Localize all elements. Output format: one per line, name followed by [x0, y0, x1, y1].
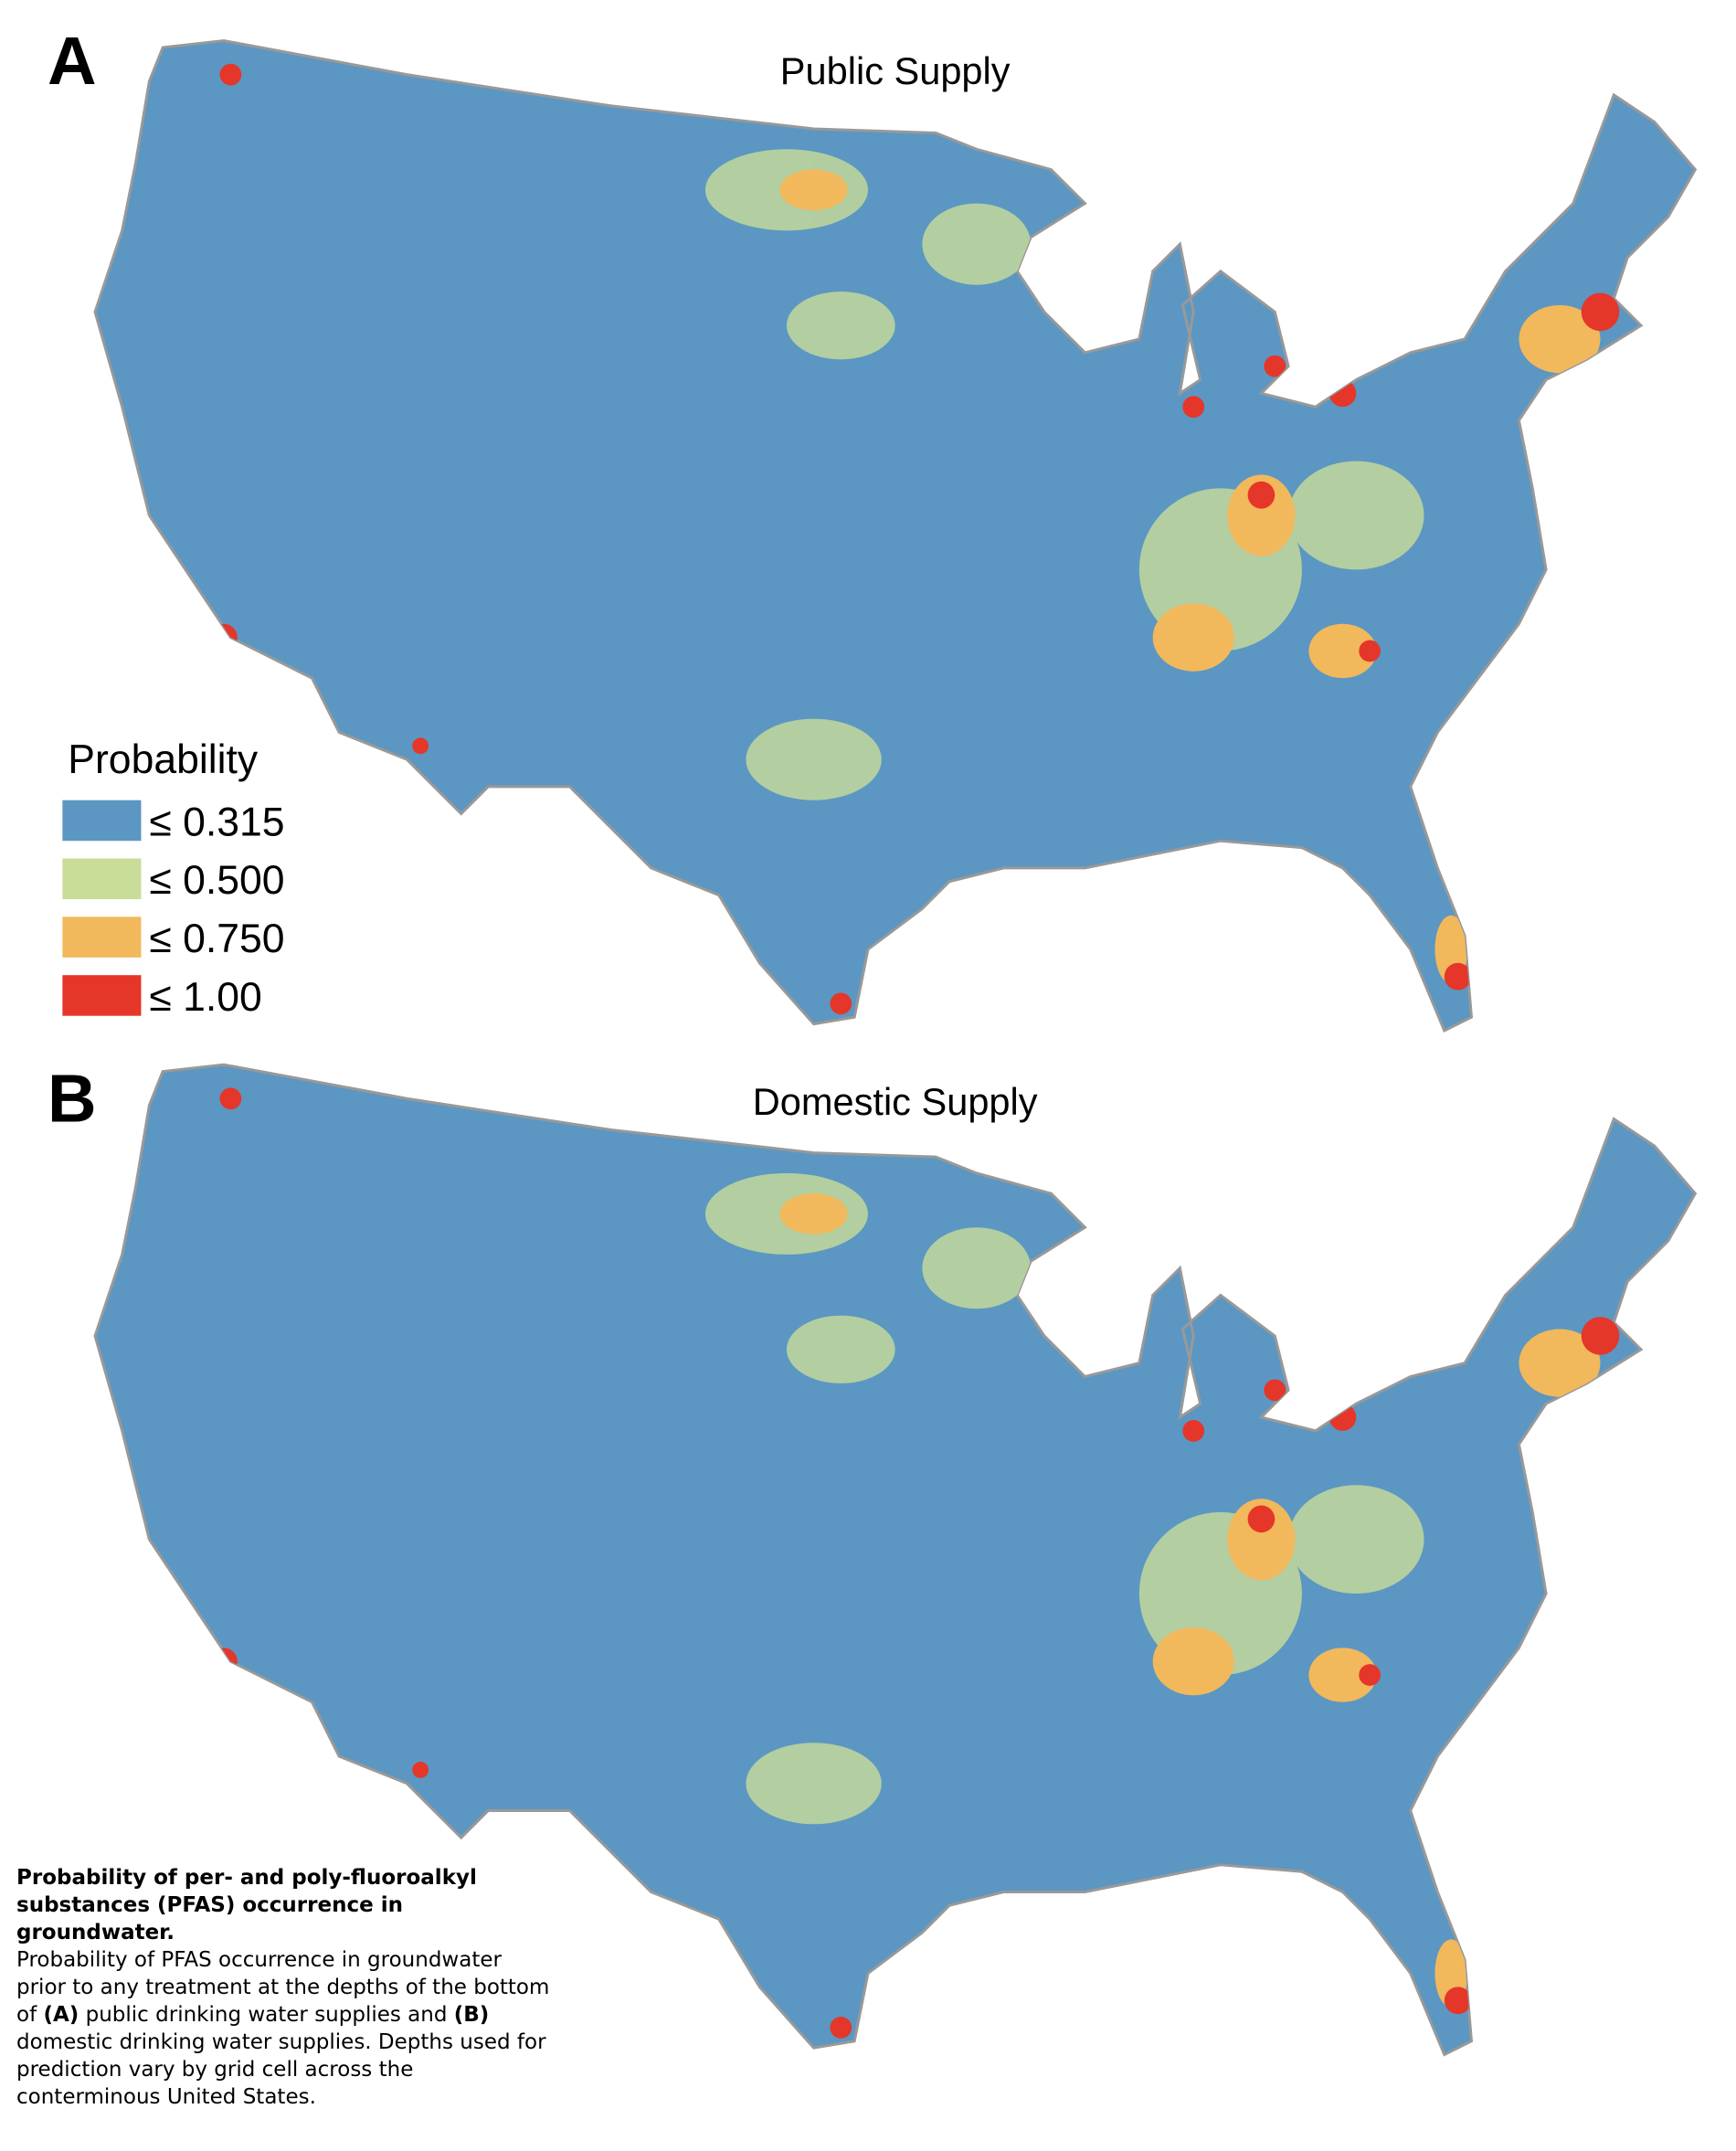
- legend: ≤ 0.315 ≤ 0.500 ≤ 0.750 ≤ 1.00: [62, 800, 285, 1020]
- panel-label: A: [48, 23, 97, 99]
- caption: Probability of per- and poly-fluoroalkyl…: [16, 1864, 556, 2111]
- legend-label: ≤ 0.500: [149, 858, 284, 903]
- legend-swatch: [62, 800, 142, 842]
- legend-swatch: [62, 858, 142, 900]
- caption-text: (A): [43, 2003, 79, 2027]
- legend-swatch: [62, 917, 142, 958]
- legend-label: ≤ 0.750: [149, 917, 284, 961]
- caption-text: domestic drinking water supplies. Depths…: [16, 2030, 546, 2109]
- caption-text: Probability of PFAS occurrence in ground…: [16, 1948, 550, 2027]
- panel-title: Public Supply: [780, 49, 1011, 92]
- legend-title: Probability: [68, 737, 259, 782]
- legend-swatch: [62, 975, 142, 1016]
- legend-label: ≤ 0.315: [149, 800, 284, 844]
- caption-text: public drinking water supplies and: [79, 2003, 454, 2027]
- panel-label: B: [48, 1060, 97, 1136]
- caption-title: Probability of per- and poly-fluoroalkyl…: [16, 1866, 477, 1944]
- caption-text: (B): [453, 2003, 490, 2027]
- legend-label: ≤ 1.00: [149, 975, 261, 1020]
- map-public-supply: [95, 41, 1695, 1031]
- panel-title: Domestic Supply: [753, 1080, 1038, 1123]
